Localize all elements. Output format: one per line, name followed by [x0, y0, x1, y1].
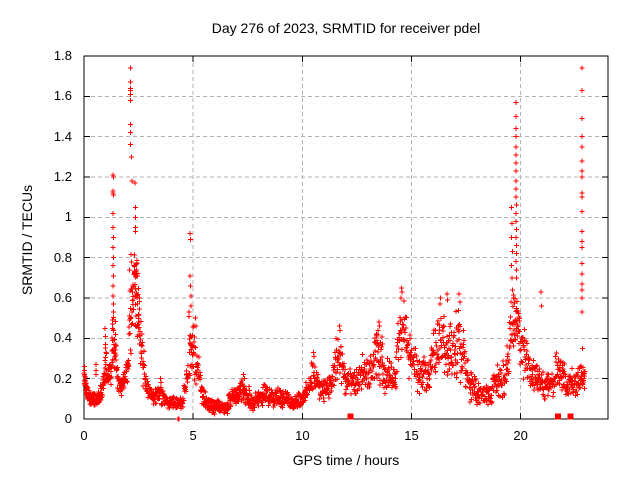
chart-title: Day 276 of 2023, SRMTID for receiver pde…: [211, 20, 481, 36]
scatter-points: [81, 65, 588, 422]
x-tick-label: 20: [513, 428, 528, 443]
axis-ticks: [83, 55, 608, 420]
y-tick-label: 1.4: [53, 128, 72, 144]
zero-value-marker: [555, 413, 561, 420]
y-tick-label: 1.6: [53, 88, 72, 104]
y-tick-label: 0: [64, 411, 72, 426]
x-tick-label: 0: [80, 428, 88, 443]
grid-lines: [84, 56, 608, 419]
y-tick-label: 0.8: [53, 249, 72, 265]
y-axis-label: SRMTID / TECUs: [19, 184, 35, 296]
plot-border: [83, 55, 609, 420]
y-tick-label: 0.4: [53, 330, 72, 346]
x-tick-label: 10: [295, 428, 310, 443]
zero-value-marker: [347, 413, 354, 420]
y-tick-label: 1.8: [53, 48, 72, 63]
x-axis-label: GPS time / hours: [292, 452, 400, 468]
x-tick-label: 5: [189, 428, 197, 443]
zero-value-marker: [567, 413, 574, 420]
y-tick-label: 0.6: [53, 290, 72, 305]
y-tick-label: 0.2: [53, 370, 72, 386]
y-tick-label: 1.2: [53, 169, 72, 184]
y-tick-label: 1: [64, 209, 72, 225]
x-tick-label: 15: [404, 428, 419, 443]
